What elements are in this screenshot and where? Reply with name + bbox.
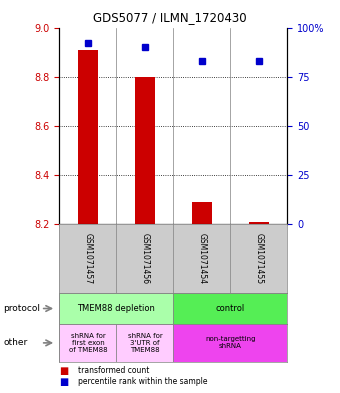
Text: GSM1071456: GSM1071456: [140, 233, 149, 284]
Bar: [116, 324, 173, 362]
Text: GSM1071457: GSM1071457: [84, 233, 92, 284]
Text: protocol: protocol: [3, 304, 40, 313]
Bar: [192, 202, 212, 224]
Text: control: control: [216, 304, 245, 313]
Bar: [78, 50, 98, 224]
Bar: [249, 222, 269, 224]
Text: GSM1071455: GSM1071455: [254, 233, 263, 284]
Text: transformed count: transformed count: [78, 366, 150, 375]
Text: TMEM88 depletion: TMEM88 depletion: [78, 304, 155, 313]
Text: GDS5077 / ILMN_1720430: GDS5077 / ILMN_1720430: [93, 11, 247, 24]
Text: shRNA for
3'UTR of
TMEM88: shRNA for 3'UTR of TMEM88: [128, 333, 162, 353]
Text: percentile rank within the sample: percentile rank within the sample: [78, 377, 208, 386]
Text: GSM1071454: GSM1071454: [198, 233, 206, 284]
Text: ■: ■: [59, 377, 69, 387]
Bar: [59, 293, 173, 324]
Text: non-targetting
shRNA: non-targetting shRNA: [205, 336, 256, 349]
Bar: [59, 324, 116, 362]
Text: ■: ■: [59, 365, 69, 376]
Bar: [173, 293, 287, 324]
Bar: [135, 77, 155, 224]
Text: shRNA for
first exon
of TMEM88: shRNA for first exon of TMEM88: [69, 333, 107, 353]
Text: other: other: [3, 338, 28, 347]
Bar: [173, 324, 287, 362]
